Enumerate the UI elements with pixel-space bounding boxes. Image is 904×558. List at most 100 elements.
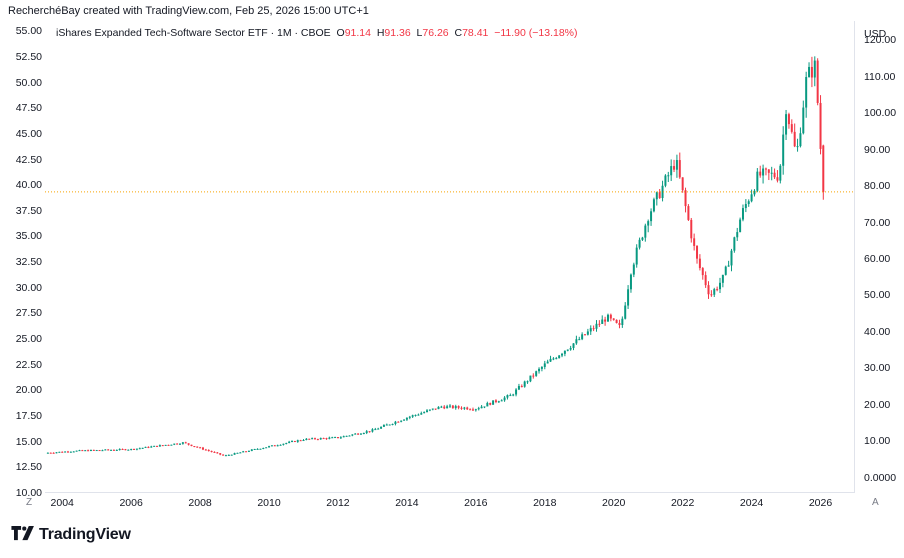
candle-body [494,400,497,402]
candle-body [147,446,150,448]
right-axis-tick: 10.00 [864,435,891,448]
candle-body [698,258,701,269]
candle-body [357,433,360,435]
candle-body [153,445,156,447]
right-axis-tick: 0.0000 [864,471,897,484]
candle-body [492,400,495,405]
candle-body [236,452,239,454]
candle-body [305,438,308,441]
candle-body [566,349,569,351]
candle-body [408,416,411,418]
candle-body [529,375,532,382]
candle-body [431,408,434,410]
candle-body [242,451,245,453]
candle-body [331,437,334,439]
legend-close-label: C [454,27,463,39]
candle-body [733,237,736,251]
candle-body [167,444,170,446]
auto-scale-button[interactable]: A [872,497,879,508]
candle-body [130,448,133,450]
candle-body [314,438,316,440]
candle-body [95,450,98,452]
candle-body [753,190,756,195]
candle-body [707,285,710,295]
series-legend[interactable]: iShares Expanded Tech-Software Sector ET… [56,27,578,39]
right-axis-tick: 30.00 [864,362,891,375]
candle-body [721,274,724,283]
candle-body [489,402,492,405]
candle-body [515,389,518,395]
candle-body [787,114,790,125]
candle-body [319,438,322,440]
candle-body [592,328,595,330]
candle-body [471,409,474,411]
candle-body [767,169,770,173]
candle-body [563,350,566,354]
time-axis-tick: 2024 [739,497,764,509]
candle-body [739,219,742,233]
candle-body [144,446,147,448]
candle-body [351,434,354,436]
left-axis-tick: 27.50 [15,307,42,320]
candle-body [684,190,687,207]
candle-body [296,440,299,442]
candle-body [503,397,506,401]
candle-body [813,60,816,78]
candle-body [793,131,796,147]
candle-body [112,449,115,451]
candle-body [92,449,95,451]
candle-body [213,451,216,453]
candle-body [308,438,311,440]
currency-label[interactable]: USD [864,28,887,40]
candle-body [397,421,400,423]
candle-body [744,204,747,209]
candle-body [302,440,305,442]
candle-body [403,419,406,421]
candle-body [816,60,819,103]
candle-body [785,114,788,135]
candle-body [179,443,181,445]
candle-body [176,443,179,445]
candle-body [411,415,414,417]
candle-body [110,449,113,451]
candle-body [87,450,90,452]
left-axis-tick: 30.00 [15,281,42,294]
candle-body [632,264,635,275]
left-axis-tick: 52.50 [15,50,42,63]
candle-body [716,289,719,291]
candle-body [380,426,383,429]
candle-body [322,438,325,440]
left-axis-tick: 22.50 [15,358,42,371]
candle-body [328,437,331,439]
candle-body [606,314,609,322]
candle-body [434,408,437,410]
chart-pane[interactable] [45,21,855,493]
candle-body [509,395,512,397]
zoom-reset-button[interactable]: Z [26,497,33,508]
candle-body [368,431,371,433]
candle-body [78,450,81,452]
candle-body [204,449,207,451]
candle-body [569,347,572,350]
candle-body [46,452,49,454]
candle-body [627,289,630,306]
candle-body [288,441,291,443]
candle-body [354,433,357,435]
candle-body [736,232,739,238]
candle-body [612,318,615,320]
candle-body [428,409,431,411]
candle-body [497,401,500,403]
candle-body [469,409,472,411]
candle-body [762,168,765,176]
candle-body [552,358,555,360]
candle-body [477,408,480,410]
candle-body [181,442,184,444]
candle-body [483,406,486,408]
candle-body [164,444,167,446]
candle-body [538,368,541,372]
left-axis-tick: 10.00 [15,487,42,499]
right-axis-tick: 50.00 [864,289,891,302]
legend-high-label: H [376,27,385,39]
tradingview-logo[interactable]: TradingView [10,526,131,544]
